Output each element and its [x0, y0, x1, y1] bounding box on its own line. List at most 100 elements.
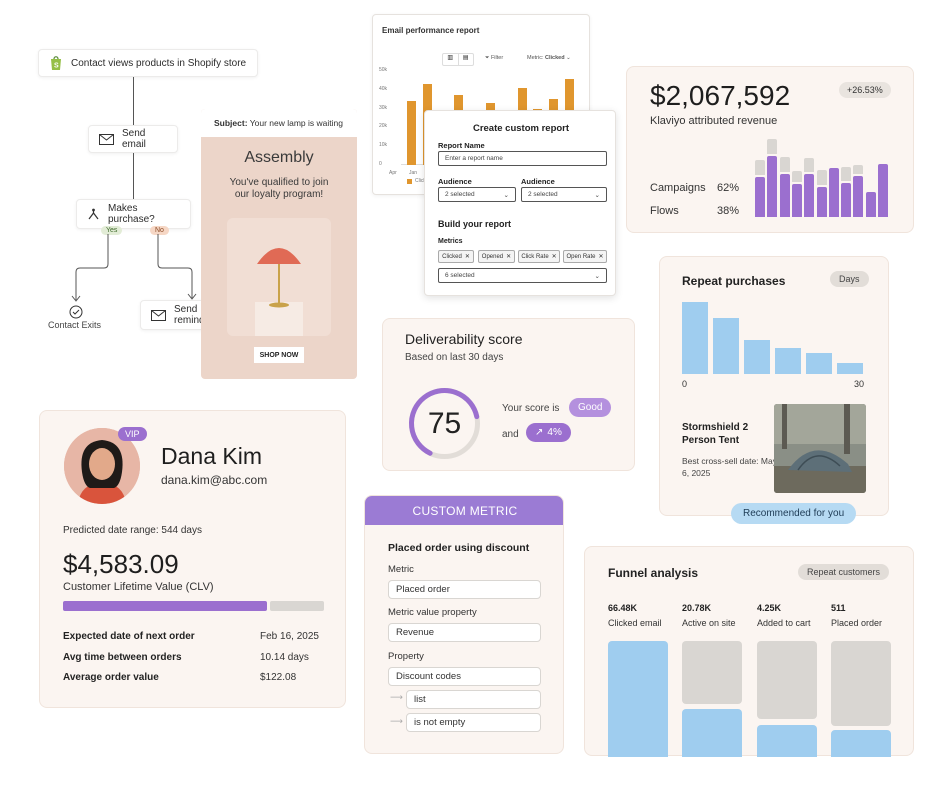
- funnel-icon: ⏷: [485, 55, 490, 61]
- check-circle-icon: [69, 305, 83, 319]
- chart-legend: Clicked: [407, 178, 431, 184]
- send-email-label: Send email: [122, 128, 146, 150]
- repeat-purchases-card: Repeat purchases Days 0 30 Stormshield 2…: [659, 256, 889, 516]
- chevron-down-icon: ⌄: [594, 272, 600, 280]
- shop-now-button[interactable]: SHOP NOW: [254, 347, 304, 363]
- chart-type-toggle[interactable]: ▥ ▤: [442, 53, 474, 66]
- product-name: Stormshield 2 Person Tent: [682, 422, 749, 446]
- build-report-title: Build your report: [438, 219, 512, 229]
- predicted-range: Predicted date range: 544 days: [63, 525, 202, 536]
- funnel-stage-label: Active on site: [682, 618, 736, 628]
- metric-select[interactable]: Metric: Clicked ⌄: [527, 55, 571, 61]
- score-gauge-svg: [409, 388, 480, 459]
- funnel-bar-clicked-email: [608, 641, 668, 757]
- metric-chip[interactable]: Opened ✕: [478, 250, 515, 263]
- repeat-purchase-bar: [744, 340, 770, 374]
- metric-field[interactable]: Placed order: [388, 580, 541, 599]
- revenue-flows-bar: [791, 171, 802, 182]
- email-report-y-axis: 50k 40k 30k 20k 10k 0: [379, 67, 399, 177]
- good-badge: Good: [569, 398, 612, 417]
- metrics-value: 6 selected: [445, 272, 475, 279]
- email-report-bar: [407, 101, 416, 165]
- repeat-purchase-bar: [682, 302, 708, 374]
- funnel-title: Funnel analysis: [608, 566, 699, 580]
- clv-amount: $4,583.09: [63, 549, 179, 579]
- send-reminder-label: Send reminder: [174, 304, 214, 326]
- metric-value-property-field[interactable]: Revenue: [388, 623, 541, 642]
- report-name-placeholder: Enter a report name: [445, 155, 503, 162]
- email-subject-line: Subject: Your new lamp is waiting: [201, 109, 357, 137]
- deliverability-subtitle: Based on last 30 days: [405, 352, 504, 363]
- revenue-campaigns-bar: [767, 156, 778, 217]
- revenue-flows-bar: [755, 160, 765, 175]
- send-email-node[interactable]: Send email: [88, 125, 178, 153]
- close-icon[interactable]: ✕: [506, 254, 512, 260]
- revenue-campaigns-bar: [865, 192, 876, 217]
- metrics-select[interactable]: 6 selected ⌄: [438, 268, 607, 283]
- bar-chart-icon[interactable]: ▥: [443, 54, 459, 65]
- close-icon[interactable]: ✕: [464, 254, 470, 260]
- metric-chip[interactable]: Click Rate ✕: [518, 250, 560, 263]
- metric-value-property-label: Metric value property: [388, 607, 477, 618]
- axis-end-label: 30: [854, 379, 865, 389]
- funnel-analysis-card: Funnel analysis Repeat customers 66.48K …: [584, 546, 914, 757]
- revenue-campaigns-bar: [791, 184, 802, 217]
- filter-button[interactable]: ⏷ Filter: [485, 55, 503, 62]
- filter-label: Filter: [490, 55, 504, 61]
- metric-chip[interactable]: Clicked ✕: [438, 250, 474, 263]
- flow-trigger-node[interactable]: S Contact views products in Shopify stor…: [38, 49, 258, 77]
- days-badge[interactable]: Days: [830, 271, 869, 287]
- metric-label: Metric:: [527, 55, 544, 61]
- revenue-campaigns-bar: [804, 174, 815, 217]
- condition-node[interactable]: Makes purchase?: [76, 199, 191, 229]
- chevron-down-icon: ⌄: [566, 55, 571, 61]
- deliverability-card: Deliverability score Based on last 30 da…: [382, 318, 635, 471]
- revenue-campaigns-bar: [779, 174, 790, 217]
- funnel-stage-label: Placed order: [831, 618, 883, 628]
- funnel-stage-value: 20.78K: [682, 603, 712, 613]
- trend-badge: ↗ 4%: [526, 423, 571, 442]
- email-preview: Subject: Your new lamp is waiting Assemb…: [201, 109, 357, 379]
- audience-select-1[interactable]: 2 selected ⌄: [438, 187, 516, 202]
- property-condition-field[interactable]: is not empty: [406, 713, 541, 732]
- cross-sell-text: Best cross-sell date: May 6, 2025: [682, 456, 777, 478]
- revenue-campaigns-bar: [816, 187, 827, 217]
- shopify-icon: S: [49, 55, 63, 71]
- funnel-stage-value: 66.48K: [608, 603, 638, 613]
- audience-value-1: 2 selected: [445, 191, 475, 198]
- clv-progress-fill: [63, 601, 267, 611]
- contact-exits-label: Contact Exits: [48, 320, 102, 330]
- legend-swatch: [407, 178, 412, 184]
- revenue-flows-bar: [816, 170, 827, 185]
- audience-label: Audience: [438, 177, 472, 186]
- arrow-right-icon: ⟶: [390, 716, 403, 726]
- repeat-customers-badge[interactable]: Repeat customers: [798, 564, 890, 580]
- property-field[interactable]: Discount codes: [388, 667, 541, 686]
- audience-select-2[interactable]: 2 selected ⌄: [521, 187, 607, 202]
- metric-chip[interactable]: Open Rate ✕: [563, 250, 607, 263]
- report-name-input[interactable]: Enter a report name: [438, 151, 607, 166]
- repeat-title: Repeat purchases: [682, 274, 786, 288]
- property-operator-field[interactable]: list: [406, 690, 541, 709]
- repeat-purchase-bar: [806, 352, 832, 374]
- flows-value: 38%: [717, 205, 740, 217]
- funnel-stage-value: 511: [831, 603, 846, 613]
- condition-label: Makes purchase?: [108, 203, 155, 225]
- subject-label: Subject:: [214, 118, 248, 128]
- y-tick-label: 30k: [379, 104, 388, 111]
- close-icon[interactable]: ✕: [598, 254, 604, 260]
- revenue-campaigns-bar: [841, 183, 852, 217]
- chip-label: Clicked: [442, 253, 462, 260]
- line-chart-icon[interactable]: ▤: [462, 55, 469, 61]
- revenue-campaigns-bar: [853, 176, 864, 217]
- chip-label: Click Rate: [521, 253, 549, 260]
- campaigns-label: Campaigns: [650, 182, 706, 194]
- campaigns-value: 62%: [717, 182, 740, 194]
- close-icon[interactable]: ✕: [551, 254, 557, 260]
- custom-metric-header: CUSTOM METRIC: [365, 496, 563, 525]
- deliverability-title: Deliverability score: [405, 331, 523, 347]
- chip-label: Open Rate: [566, 253, 596, 260]
- recommended-badge[interactable]: Recommended for you: [731, 503, 857, 524]
- custom-metric-card: CUSTOM METRIC Placed order using discoun…: [364, 495, 564, 754]
- email-report-title: Email performance report: [382, 26, 480, 35]
